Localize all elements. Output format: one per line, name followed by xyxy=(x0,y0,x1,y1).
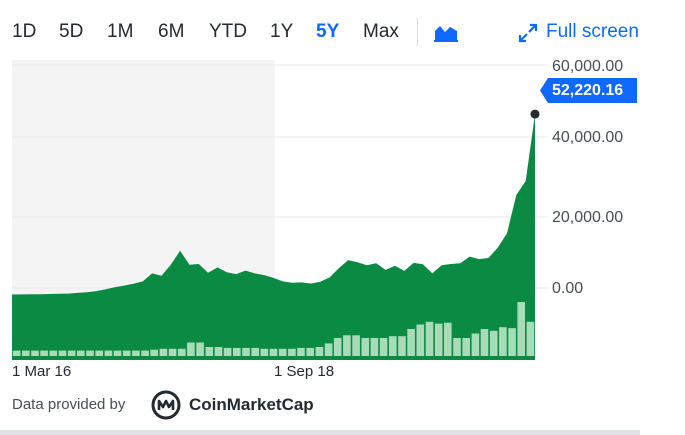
volume-bar xyxy=(22,350,30,356)
volume-bar xyxy=(352,335,360,356)
fullscreen-label: Full screen xyxy=(546,21,639,42)
range-1d[interactable]: 1D xyxy=(12,21,37,42)
y-tick-0: 0.00 xyxy=(552,280,584,297)
volume-bar xyxy=(233,347,241,356)
volume-bar xyxy=(150,349,158,356)
volume-bar xyxy=(67,350,76,356)
volume-bar xyxy=(471,333,480,356)
volume-bar xyxy=(480,329,489,356)
volume-bar xyxy=(333,338,342,356)
volume-bar xyxy=(444,322,452,356)
volume-bar xyxy=(223,347,232,356)
volume-bar xyxy=(104,350,113,356)
data-provided-by-label: Data provided by xyxy=(12,396,126,413)
coinmarketcap-name: CoinMarketCap xyxy=(189,395,314,414)
volume-bar xyxy=(159,348,168,356)
range-ytd[interactable]: YTD xyxy=(209,21,247,42)
volume-bar xyxy=(86,350,94,356)
price-area xyxy=(12,114,535,360)
x-tick-mar-16: 1 Mar 16 xyxy=(12,363,72,380)
chart-toolbar: 1D 5D 1M 6M YTD 1Y 5Y Max Full screen xyxy=(0,0,685,60)
volume-bar xyxy=(425,321,434,356)
volume-bar xyxy=(278,348,287,356)
volume-bar xyxy=(122,350,131,356)
volume-bar xyxy=(132,350,140,356)
volume-bar xyxy=(77,350,85,356)
current-price: 52,220.16 xyxy=(552,82,624,99)
volume-bar xyxy=(508,328,516,356)
volume-bar xyxy=(297,347,305,356)
volume-bar xyxy=(343,335,351,356)
current-price-tag: 52,220.16 xyxy=(540,78,637,103)
y-tick-40000: 40,000.00 xyxy=(552,129,624,146)
range-5d[interactable]: 5D xyxy=(59,21,84,42)
range-1m[interactable]: 1M xyxy=(107,21,134,42)
volume-bar xyxy=(462,338,470,356)
x-tick-sep-18: 1 Sep 18 xyxy=(274,363,335,380)
volume-bar xyxy=(526,321,535,356)
bottom-divider xyxy=(0,430,640,435)
volume-bar xyxy=(187,342,195,356)
volume-bar xyxy=(58,350,67,356)
range-6m[interactable]: 6M xyxy=(158,21,185,42)
volume-bar xyxy=(178,348,186,356)
volume-bar xyxy=(517,302,525,356)
volume-bar xyxy=(370,338,379,356)
price-tag-shape xyxy=(540,78,637,103)
range-max[interactable]: Max xyxy=(363,21,399,42)
expand-arrows-icon xyxy=(518,23,538,43)
volume-bar xyxy=(242,347,250,356)
volume-bar xyxy=(196,342,204,356)
volume-bar xyxy=(251,347,259,356)
volume-bar xyxy=(416,324,425,356)
volume-bar xyxy=(398,336,406,356)
volume-bar xyxy=(288,348,296,356)
volume-bars xyxy=(12,302,535,356)
volume-bar xyxy=(113,350,122,356)
volume-bar xyxy=(453,338,461,356)
volume-bar xyxy=(315,347,324,356)
volume-bar xyxy=(389,336,397,356)
volume-bar xyxy=(12,350,21,356)
volume-bar xyxy=(324,343,333,356)
volume-bar xyxy=(269,348,278,356)
last-price-marker xyxy=(530,109,540,119)
volume-bar xyxy=(214,347,223,356)
volume-bar xyxy=(31,350,39,356)
volume-bar xyxy=(361,338,370,356)
volume-bar xyxy=(407,329,415,356)
volume-bar xyxy=(49,350,58,356)
volume-bar xyxy=(40,350,48,356)
mountain-chart-icon[interactable] xyxy=(434,22,458,42)
volume-bar xyxy=(95,350,103,356)
volume-bar xyxy=(141,350,149,356)
range-1y[interactable]: 1Y xyxy=(270,21,294,42)
toolbar-divider xyxy=(417,18,418,46)
volume-bar xyxy=(499,327,507,356)
volume-bar xyxy=(489,330,498,356)
volume-bar xyxy=(260,348,269,356)
volume-bar xyxy=(205,347,214,356)
volume-bar xyxy=(434,323,443,356)
y-tick-60000: 60,000.00 xyxy=(552,58,624,75)
y-tick-20000: 20,000.00 xyxy=(552,209,624,226)
volume-bar xyxy=(379,338,388,356)
range-5y[interactable]: 5Y xyxy=(316,21,340,42)
price-chart[interactable] xyxy=(12,60,548,360)
volume-bar xyxy=(306,347,314,356)
coinmarketcap-logo[interactable] xyxy=(151,390,181,420)
volume-bar xyxy=(168,348,177,356)
